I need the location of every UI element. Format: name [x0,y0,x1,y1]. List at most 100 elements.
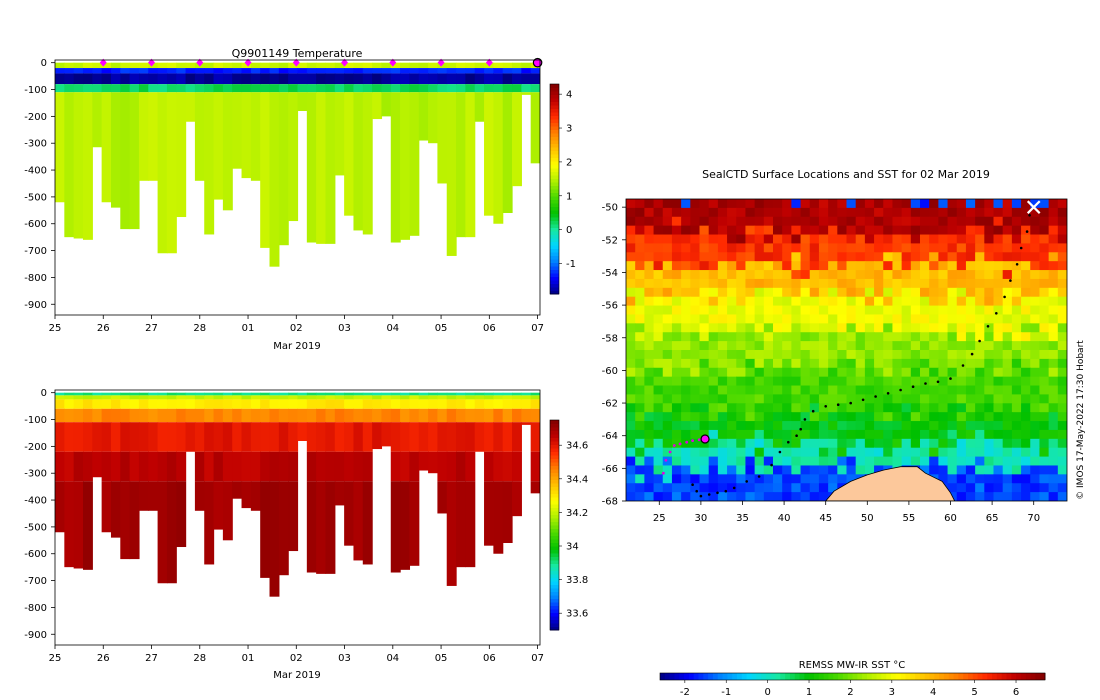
profile-cell-25-1 [288,68,299,74]
sst-cell [809,412,820,422]
sst-colorbar-segment [886,673,892,680]
sst-colorbar-segment [664,673,671,680]
sst-cell [736,305,747,316]
sst-cell [681,412,691,422]
recent-track-point [691,439,694,442]
sst-cell [717,261,728,271]
sst-cell [653,341,664,351]
sst-cell [947,465,958,475]
sst-cell [626,243,636,253]
profile-cell-42-2 [446,399,457,409]
sst-cell [1002,341,1013,351]
sst-cell [920,358,930,369]
colorbar-segment [550,546,559,550]
sst-cell [644,376,655,387]
profile-cell-37-1 [400,68,411,74]
sst-cell [947,483,958,493]
profile-marker [244,58,252,67]
sst-cell [1057,385,1067,396]
profile-cell-15-5 [194,451,205,482]
sst-cell [791,367,802,378]
profile-cell-16-4 [204,92,215,235]
sst-cell [818,287,829,298]
sst-cell [1011,429,1022,440]
profile-cell-15-2 [194,399,205,409]
profile-cell-48-1 [502,395,513,400]
sst-cell [745,474,756,484]
sst-cell [993,474,1004,484]
sst-cell [920,421,930,431]
map-y-tick-label: -62 [602,399,618,410]
x-tick-label: 26 [97,323,110,334]
sst-cell [736,367,747,378]
profile-cell-25-3 [288,84,299,93]
sst-cell [763,447,774,458]
sst-colorbar-segment [1016,673,1022,680]
profile-cell-12-0 [166,392,177,396]
sst-colorbar-segment [722,673,728,680]
sst-cell [1011,438,1022,449]
sst-cell [708,243,719,253]
profile-cell-47-1 [493,395,504,400]
colorbar-segment [550,196,559,200]
sst-colorbar-segment [1006,673,1012,680]
profile-cell-51-6 [530,481,540,494]
sst-cell [892,296,903,307]
colorbar-segment [550,175,559,179]
sst-cell [956,323,967,333]
profile-cell-32-4 [353,422,364,452]
sst-cell [681,287,691,298]
sst-cell [846,243,857,253]
sst-cell [1030,305,1041,316]
sst-cell [864,350,875,360]
sst-cell [626,429,636,440]
sst-cell [671,287,682,298]
sst-cell [699,225,710,236]
sst-cell [653,474,664,484]
profile-cell-17-4 [213,92,224,200]
profile-cell-36-3 [390,408,401,423]
profile-cell-5-2 [101,399,112,409]
sst-cell [938,341,949,351]
profile-cell-21-3 [250,84,261,93]
profile-cell-44-2 [465,399,476,409]
sst-cell [975,207,985,218]
sst-cell [736,350,747,360]
sst-cell [754,278,765,289]
sst-cell [901,341,912,351]
sst-cell [956,465,967,475]
sst-colorbar-segment [727,673,733,680]
colorbar-segment [550,210,559,214]
sst-cell [763,394,774,404]
profile-cell-50-2 [521,73,532,85]
map-x-tick-label: 25 [653,513,666,524]
sst-cell [662,287,673,298]
profile-marker [485,58,493,67]
sst-cell [984,421,995,431]
sst-cell [736,412,747,422]
sst-colorbar-segment [688,673,695,680]
sst-cell [1030,199,1041,209]
sst-cell [626,341,636,351]
sst-cell [837,314,848,324]
sst-cell [690,216,701,227]
profile-cell-32-6 [353,481,364,561]
profile-cell-42-1 [446,68,457,74]
sst-cell [727,447,737,458]
profile-marker [341,58,349,67]
sst-cell [864,421,875,431]
sst-cell [717,234,728,245]
sst-cell [809,305,820,316]
temperature-title: Q9901149 Temperature [232,47,363,60]
profile-cell-37-5 [400,451,411,482]
profile-cell-37-3 [400,84,411,93]
sst-cell [708,394,719,404]
sst-cell [901,403,912,413]
sst-cell [690,341,701,351]
profile-cell-49-6 [512,481,522,517]
sst-cell [947,270,958,280]
profile-cell-42-3 [446,408,457,423]
profile-cell-22-0 [260,62,271,69]
profile-cell-26-4 [297,422,308,441]
sst-cell [626,403,636,413]
